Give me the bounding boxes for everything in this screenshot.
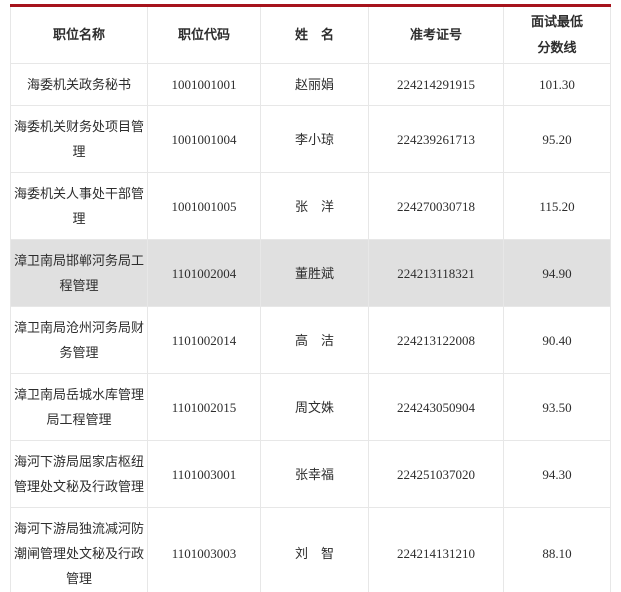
cell-ticket-number: 224213122008 [368,306,504,374]
cell-name: 董胜斌 [260,239,369,307]
cell-min-score: 101.30 [503,63,611,106]
col-header-name: 姓 名 [260,5,369,64]
cell-ticket-number: 224214131210 [368,507,504,592]
cell-min-score: 90.40 [503,306,611,374]
cell-min-score: 88.10 [503,507,611,592]
cell-name: 赵丽娟 [260,63,369,106]
cell-ticket-number: 224239261713 [368,105,504,173]
cell-position-code: 1101003001 [147,440,261,508]
col-header-ticket-number: 准考证号 [368,5,504,64]
cell-position-name: 漳卫南局邯郸河务局工程管理 [10,239,148,307]
cell-position-name: 海委机关人事处干部管理 [10,172,148,240]
table-row[interactable]: 漳卫南局邯郸河务局工程管理 1101002004 董胜斌 22421311832… [10,239,611,307]
table-header-row: 职位名称 职位代码 姓 名 准考证号 面试最低分数线 [10,5,611,64]
cell-name: 刘 智 [260,507,369,592]
table-row[interactable]: 漳卫南局岳城水库管理局工程管理 1101002015 周文姝 224243050… [10,373,611,441]
cell-position-name: 海委机关财务处项目管理 [10,105,148,173]
cell-ticket-number: 224270030718 [368,172,504,240]
cell-name: 张 洋 [260,172,369,240]
cell-name: 张幸福 [260,440,369,508]
cell-min-score: 93.50 [503,373,611,441]
cell-name: 周文姝 [260,373,369,441]
cell-position-code: 1101003003 [147,507,261,592]
cell-ticket-number: 224251037020 [368,440,504,508]
table-row[interactable]: 海河下游局独流减河防潮闸管理处文秘及行政管理 1101003003 刘 智 22… [10,507,611,592]
cell-min-score: 115.20 [503,172,611,240]
col-header-min-score: 面试最低分数线 [503,5,611,64]
cell-min-score: 94.90 [503,239,611,307]
cell-position-name: 海河下游局独流减河防潮闸管理处文秘及行政管理 [10,507,148,592]
col-header-position-code: 职位代码 [147,5,261,64]
col-header-position-name: 职位名称 [10,5,148,64]
cell-position-name: 漳卫南局岳城水库管理局工程管理 [10,373,148,441]
table-row[interactable]: 海河下游局屈家店枢纽管理处文秘及行政管理 1101003001 张幸福 2242… [10,440,611,508]
cell-position-code: 1001001004 [147,105,261,173]
interview-score-table: 职位名称 职位代码 姓 名 准考证号 面试最低分数线 海委机关政务秘书 1001… [10,4,611,592]
cell-min-score: 95.20 [503,105,611,173]
cell-position-code: 1001001001 [147,63,261,106]
table-row[interactable]: 海委机关政务秘书 1001001001 赵丽娟 224214291915 101… [10,63,611,106]
cell-position-code: 1101002004 [147,239,261,307]
cell-name: 李小琼 [260,105,369,173]
cell-position-name: 海委机关政务秘书 [10,63,148,106]
cell-position-code: 1001001005 [147,172,261,240]
cell-name: 高 洁 [260,306,369,374]
table-row[interactable]: 漳卫南局沧州河务局财务管理 1101002014 高 洁 22421312200… [10,306,611,374]
cell-ticket-number: 224213118321 [368,239,504,307]
table-row[interactable]: 海委机关财务处项目管理 1001001004 李小琼 224239261713 … [10,105,611,173]
cell-min-score: 94.30 [503,440,611,508]
table-row[interactable]: 海委机关人事处干部管理 1001001005 张 洋 224270030718 … [10,172,611,240]
cell-position-name: 漳卫南局沧州河务局财务管理 [10,306,148,374]
cell-ticket-number: 224243050904 [368,373,504,441]
cell-position-name: 海河下游局屈家店枢纽管理处文秘及行政管理 [10,440,148,508]
cell-position-code: 1101002015 [147,373,261,441]
col-header-min-score-label: 面试最低分数线 [530,14,583,55]
cell-position-code: 1101002014 [147,306,261,374]
cell-ticket-number: 224214291915 [368,63,504,106]
